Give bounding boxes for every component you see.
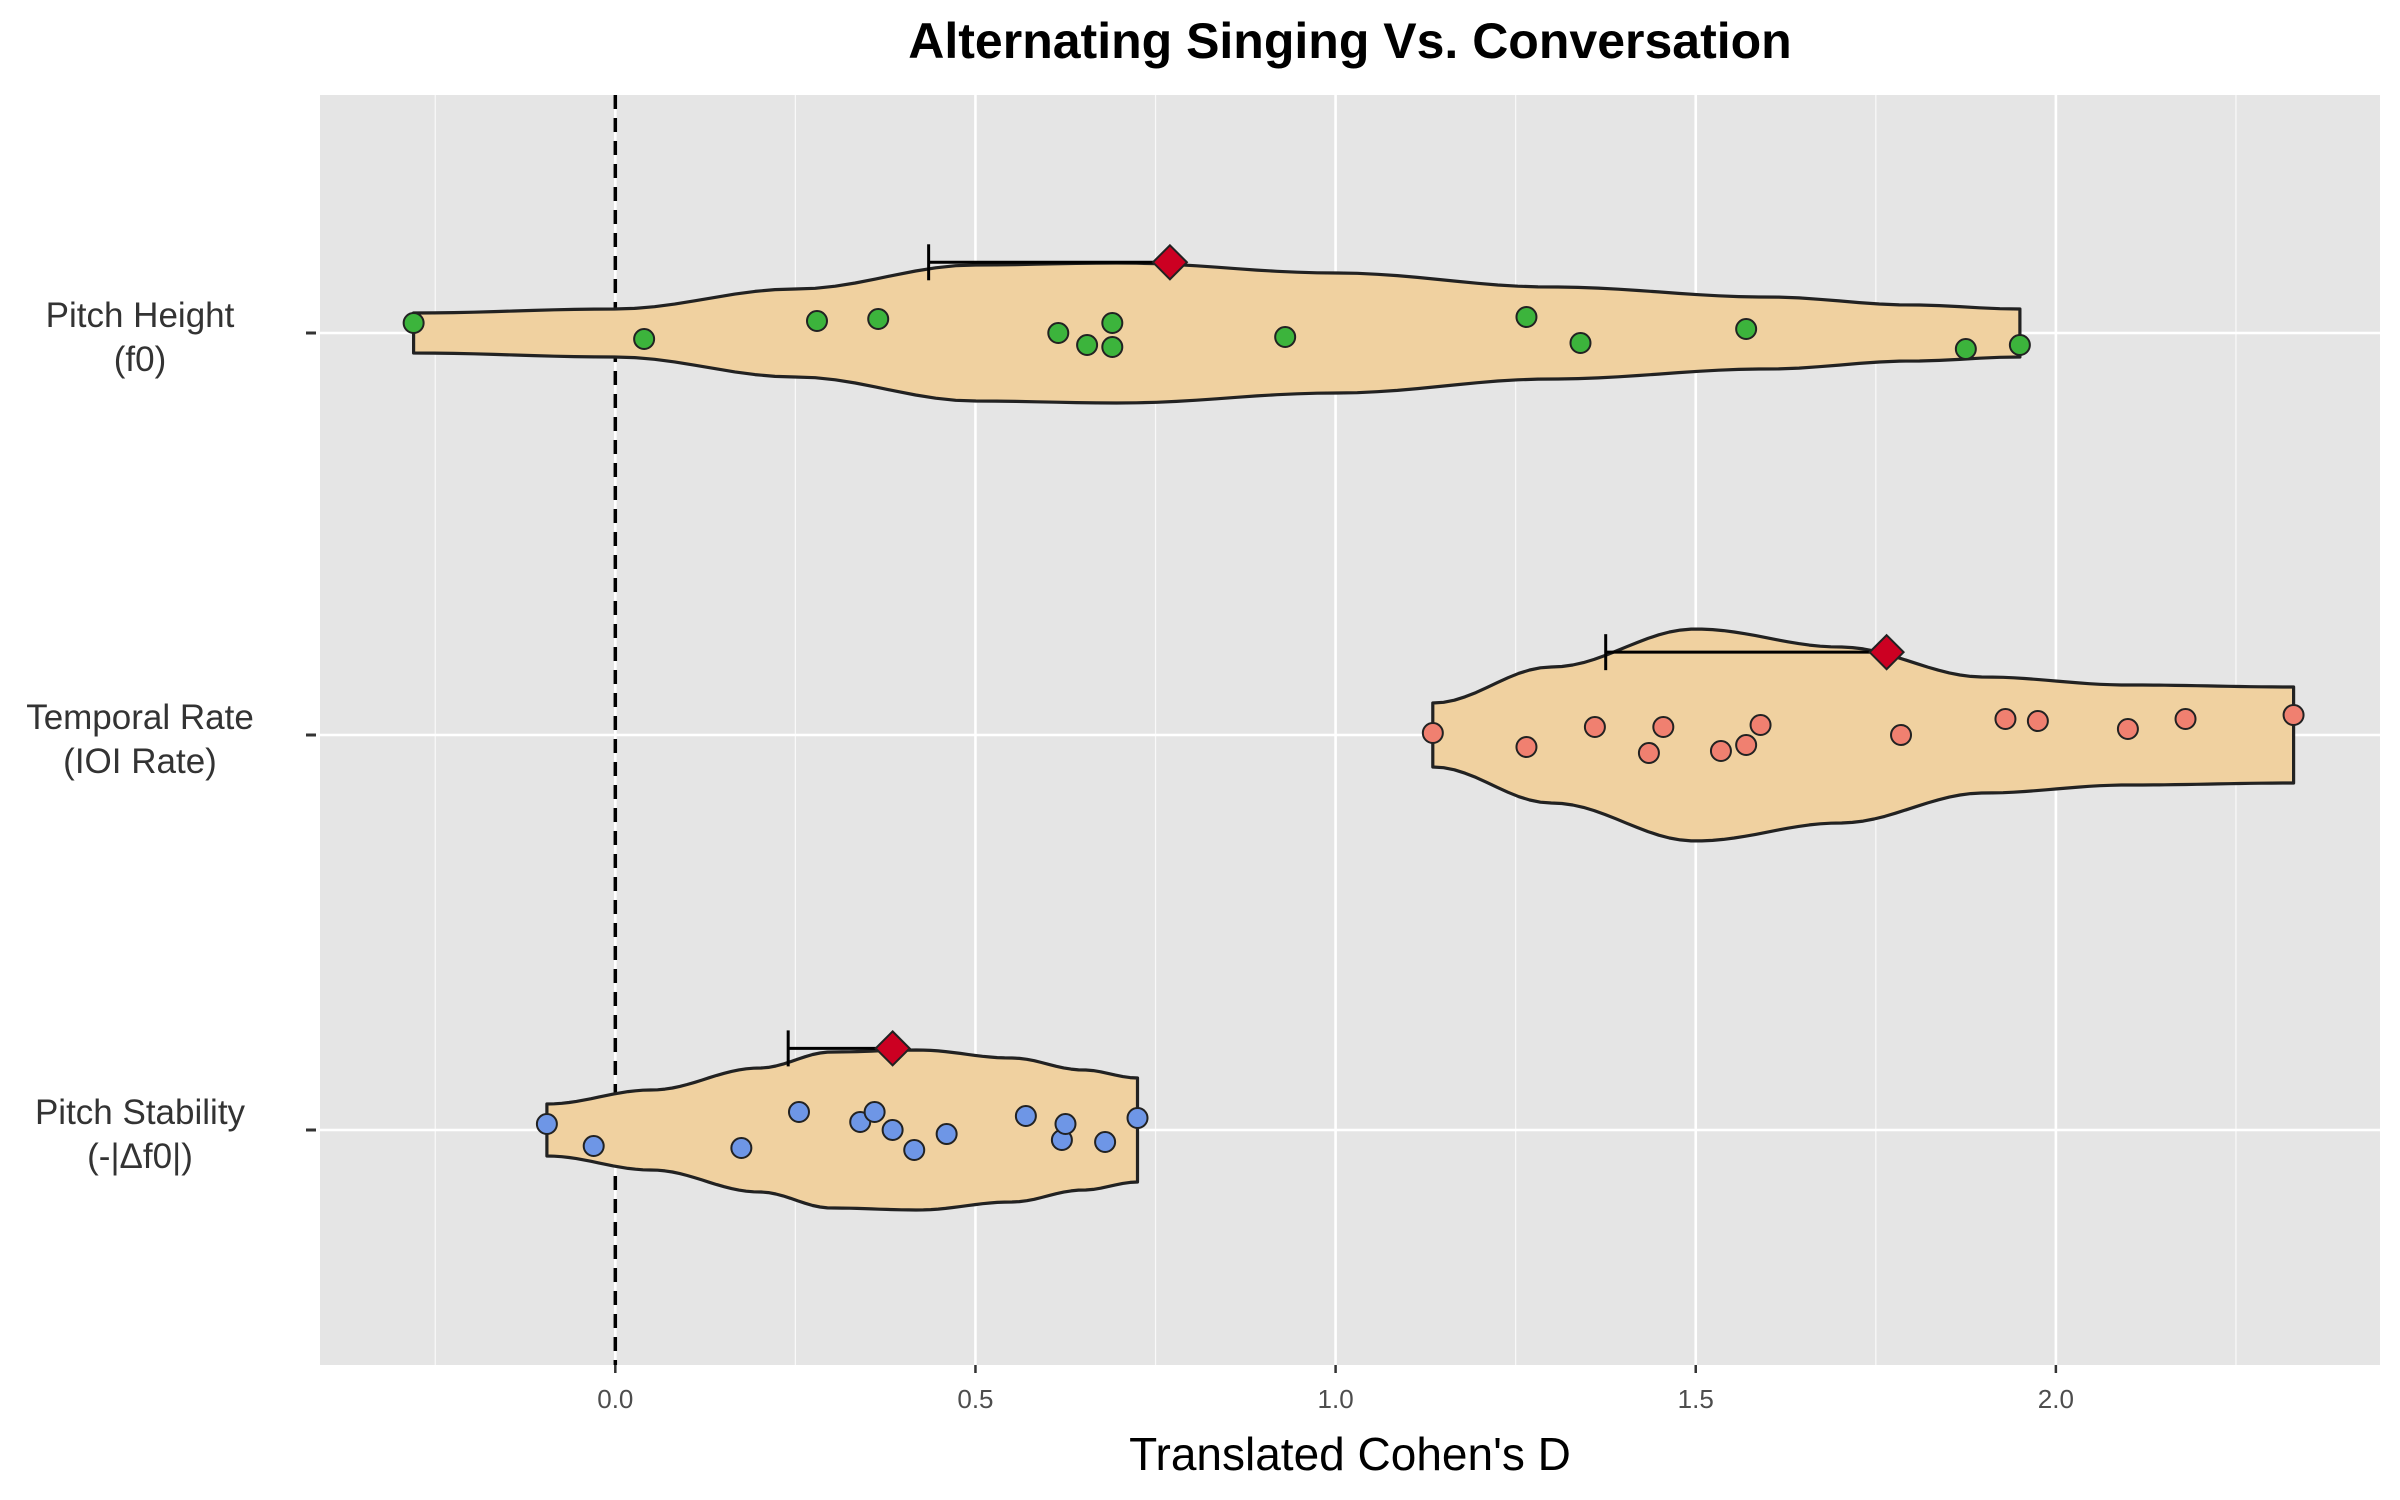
y-tick-label-sub: (f0) xyxy=(114,340,167,379)
data-point xyxy=(1515,736,1538,758)
violin-group xyxy=(1421,627,2305,843)
data-point xyxy=(535,1113,558,1135)
data-point xyxy=(805,310,828,332)
data-point xyxy=(2174,708,2197,730)
x-tick-label: 2.0 xyxy=(2038,1384,2074,1414)
y-tick-label: Pitch Height xyxy=(46,296,235,335)
x-tick-label: 1.0 xyxy=(1318,1384,1354,1414)
data-point xyxy=(1274,326,1297,348)
y-tick-label-sub: (-|Δf0|) xyxy=(87,1137,193,1176)
data-point xyxy=(1735,734,1758,756)
y-axis: Pitch Height (f0) Temporal Rate (IOI Rate) P… xyxy=(26,296,316,1176)
x-tick-label: 0.5 xyxy=(957,1384,993,1414)
data-point xyxy=(1014,1105,1037,1127)
data-point xyxy=(1101,336,1124,358)
y-tick-label: Temporal Rate xyxy=(26,698,254,737)
data-point xyxy=(1749,714,1772,736)
y-tick-label-sub: (IOI Rate) xyxy=(63,742,217,781)
x-tick-label: 1.5 xyxy=(1678,1384,1714,1414)
data-point xyxy=(903,1139,926,1161)
data-point xyxy=(1637,742,1660,764)
violin-group xyxy=(402,243,2031,405)
data-point xyxy=(1054,1113,1077,1135)
data-point xyxy=(402,312,425,334)
data-point xyxy=(1421,722,1444,744)
mean-marker xyxy=(1868,633,1906,671)
violin-group xyxy=(535,1029,1149,1212)
data-point xyxy=(2008,334,2031,356)
data-point xyxy=(1569,332,1592,354)
data-point xyxy=(2026,710,2049,732)
violin-layer xyxy=(402,243,2305,1212)
data-point xyxy=(1515,306,1538,328)
data-point xyxy=(2282,704,2305,726)
data-point xyxy=(1994,708,2017,730)
data-point xyxy=(863,1101,886,1123)
data-point xyxy=(1652,716,1675,738)
data-point xyxy=(1047,322,1070,344)
x-axis-title: Translated Cohen's D xyxy=(1129,1428,1571,1480)
data-point xyxy=(633,328,656,350)
data-point xyxy=(1954,338,1977,360)
data-point xyxy=(1709,740,1732,762)
data-point xyxy=(1094,1131,1117,1153)
data-point xyxy=(1583,716,1606,738)
data-point xyxy=(1890,724,1913,746)
y-tick-label: Pitch Stability xyxy=(35,1093,246,1132)
data-point xyxy=(1735,318,1758,340)
data-point xyxy=(730,1137,753,1159)
violin-body xyxy=(545,1048,1140,1212)
mean-marker xyxy=(874,1029,912,1067)
chart-title: Alternating Singing Vs. Conversation xyxy=(908,13,1791,69)
data-point xyxy=(867,308,890,330)
data-point xyxy=(1101,312,1124,334)
mean-marker xyxy=(1151,243,1189,281)
data-point xyxy=(1126,1107,1149,1129)
data-point xyxy=(2116,718,2139,740)
data-point xyxy=(582,1135,605,1157)
x-tick-label: 0.0 xyxy=(597,1384,633,1414)
data-point xyxy=(787,1101,810,1123)
x-axis: 0.0 0.5 1.0 1.5 2.0 xyxy=(597,1365,2074,1414)
data-point xyxy=(1076,334,1099,356)
violin-body xyxy=(1431,627,2296,843)
data-point xyxy=(881,1119,904,1141)
data-point xyxy=(935,1123,958,1145)
violin-body xyxy=(412,261,2022,405)
